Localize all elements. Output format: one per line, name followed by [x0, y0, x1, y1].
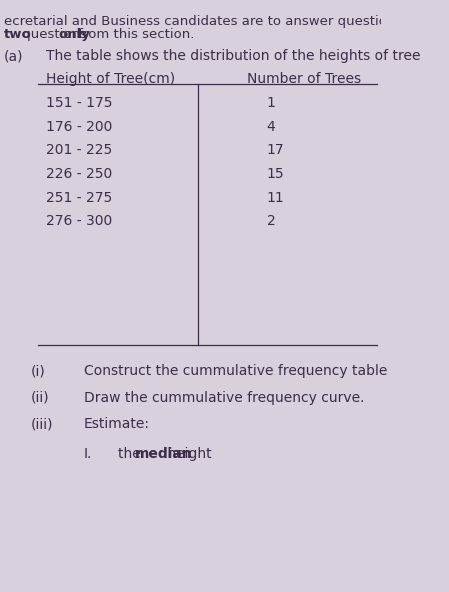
Text: 151 - 175: 151 - 175: [46, 96, 112, 110]
Text: the: the: [118, 447, 145, 461]
Text: Estimate:: Estimate:: [84, 417, 150, 432]
Text: (a): (a): [4, 49, 23, 63]
Text: 1: 1: [267, 96, 275, 110]
Text: two: two: [4, 28, 31, 41]
Text: questions: questions: [18, 28, 92, 41]
Text: (ii): (ii): [31, 391, 49, 405]
Text: 276 - 300: 276 - 300: [46, 214, 112, 229]
Text: Construct the cummulative frequency table: Construct the cummulative frequency tabl…: [84, 364, 387, 378]
Text: 11: 11: [267, 191, 284, 205]
Text: (i): (i): [31, 364, 45, 378]
Text: Draw the cummulative frequency curve.: Draw the cummulative frequency curve.: [84, 391, 364, 405]
Text: The table shows the distribution of the heights of tree: The table shows the distribution of the …: [46, 49, 420, 63]
Text: Number of Trees: Number of Trees: [247, 72, 361, 86]
Text: 17: 17: [267, 143, 284, 157]
Text: ecretarial and Business candidates are to answer questions fr: ecretarial and Business candidates are t…: [4, 15, 417, 28]
Text: 2: 2: [267, 214, 275, 229]
Text: 251 - 275: 251 - 275: [46, 191, 112, 205]
Text: (iii): (iii): [31, 417, 53, 432]
Text: from this section.: from this section.: [74, 28, 194, 41]
Text: Height of Tree(cm): Height of Tree(cm): [46, 72, 175, 86]
Text: 176 - 200: 176 - 200: [46, 120, 112, 134]
Text: 226 - 250: 226 - 250: [46, 167, 112, 181]
Text: 15: 15: [267, 167, 284, 181]
Text: I.: I.: [84, 447, 92, 461]
Text: only: only: [58, 28, 90, 41]
Text: 201 - 225: 201 - 225: [46, 143, 112, 157]
Text: 4: 4: [267, 120, 275, 134]
Text: median: median: [134, 447, 192, 461]
Text: height: height: [163, 447, 211, 461]
